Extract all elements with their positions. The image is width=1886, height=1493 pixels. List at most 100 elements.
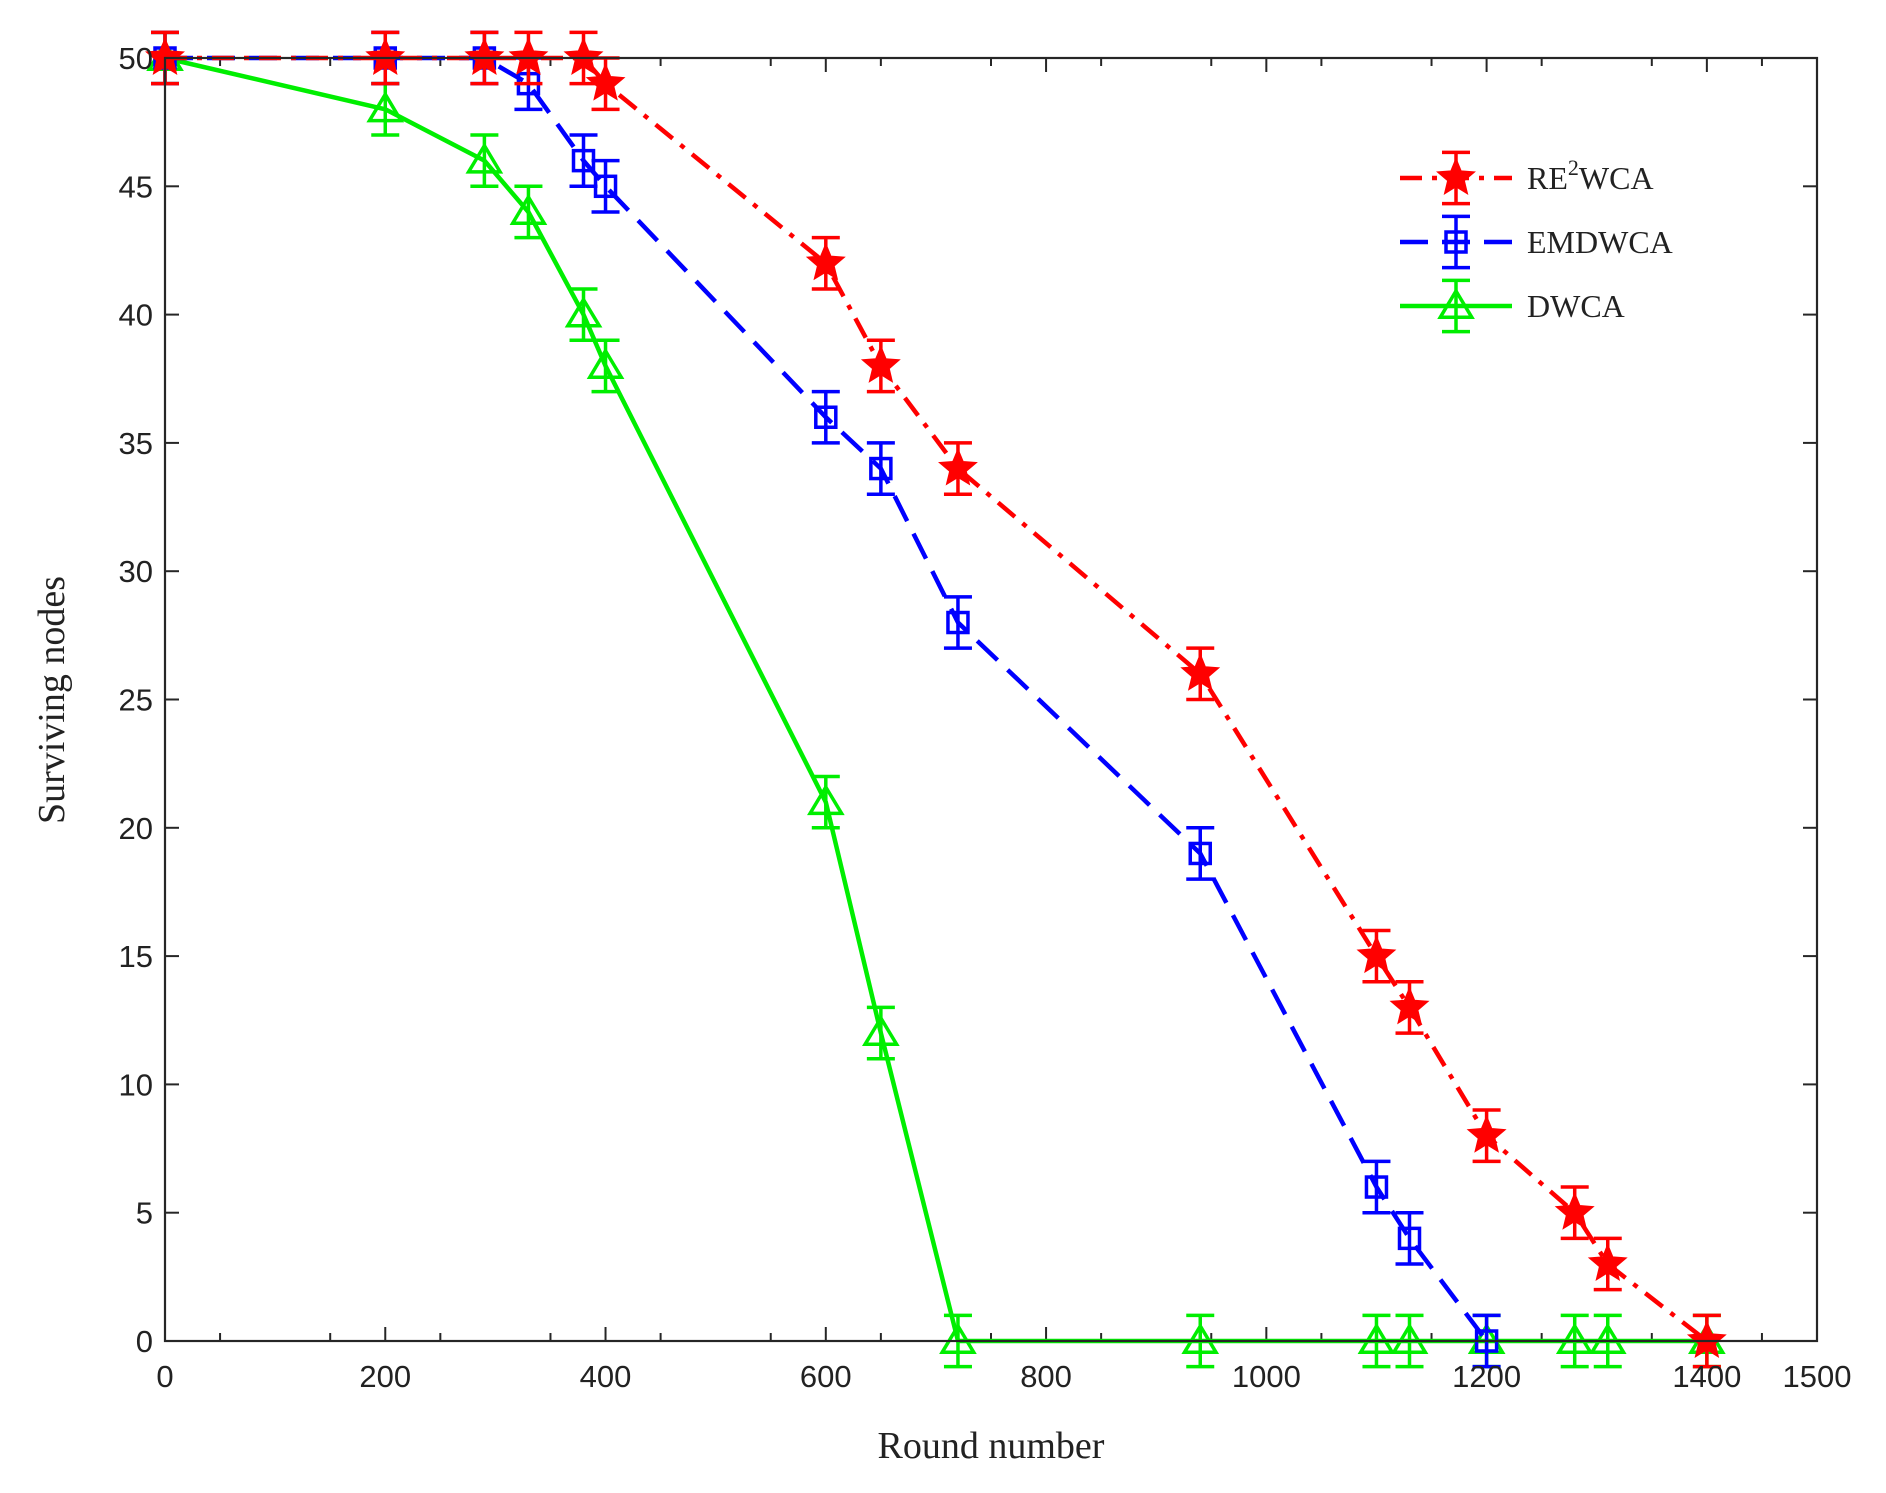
star-marker <box>860 344 901 383</box>
x-tick-label: 400 <box>580 1359 632 1394</box>
legend-label-main: EMDWCA <box>1527 224 1673 260</box>
data-point-re2wca <box>938 441 978 496</box>
data-point-re2wca <box>1554 1185 1595 1241</box>
y-tick-label: 50 <box>119 41 153 76</box>
star-marker <box>1554 1191 1595 1230</box>
data-point-re2wca <box>1686 1313 1727 1369</box>
error-bar <box>1186 826 1215 881</box>
x-axis-label: Round number <box>878 1425 1105 1467</box>
data-point-re2wca <box>860 338 901 394</box>
star-marker <box>464 37 505 75</box>
x-tick-label: 1400 <box>1672 1359 1741 1394</box>
star-marker <box>1389 986 1430 1025</box>
square-marker <box>593 174 618 199</box>
square-marker <box>1444 230 1468 254</box>
triangle-marker <box>465 142 504 174</box>
legend-item-dwca: DWCA <box>1400 278 1625 334</box>
data-point-emdwca <box>1362 1159 1391 1215</box>
star-marker <box>1686 1320 1727 1358</box>
y-tick-label: 20 <box>119 811 153 846</box>
triangle-marker <box>807 783 845 816</box>
y-tick-label: 25 <box>119 683 153 718</box>
legend-label-rest: WCA <box>1579 160 1654 196</box>
y-axis-label: Surviving nodes <box>31 576 73 824</box>
y-tick-label: 40 <box>119 298 153 333</box>
legend-item-re2wca: RE2WCA <box>1400 150 1654 206</box>
error-bar <box>1362 1159 1391 1215</box>
data-point-re2wca <box>1389 980 1430 1035</box>
data-point-re2wca <box>805 235 846 291</box>
triangle-marker <box>1390 1322 1429 1355</box>
triangle-marker <box>1181 1322 1220 1355</box>
data-point-dwca <box>1181 1313 1220 1369</box>
x-tick-label: 1200 <box>1452 1359 1521 1394</box>
error-bar <box>569 133 598 189</box>
x-tick-label: 1500 <box>1783 1359 1852 1394</box>
data-point-emdwca <box>866 441 895 496</box>
y-tick-label: 30 <box>119 554 153 589</box>
data-point-dwca <box>509 184 548 240</box>
legend-item-emdwca: EMDWCA <box>1400 214 1673 270</box>
star-marker <box>563 37 604 75</box>
star-marker <box>805 242 846 281</box>
data-point-re2wca <box>563 30 604 86</box>
star-marker <box>1466 1114 1507 1153</box>
legend: RE2WCA EMDWCA DWCA <box>1400 150 1673 334</box>
triangle-marker <box>509 193 548 225</box>
data-point-emdwca <box>811 389 840 445</box>
triangle-marker <box>1437 287 1475 320</box>
data-point-dwca <box>807 774 845 830</box>
square-marker <box>1188 841 1213 866</box>
data-point-emdwca <box>1186 826 1215 881</box>
legend-label-main: DWCA <box>1527 288 1625 324</box>
star-marker <box>1587 1243 1628 1282</box>
triangle-marker <box>1357 1322 1396 1355</box>
x-tick-label: 600 <box>800 1359 852 1394</box>
triangle-marker <box>862 1014 900 1047</box>
legend-label: DWCA <box>1527 288 1625 324</box>
data-point-emdwca <box>943 595 972 650</box>
data-point-dwca <box>465 133 504 189</box>
triangle-marker <box>939 1322 977 1355</box>
x-tick-label: 800 <box>1020 1359 1072 1394</box>
triangle-marker <box>1588 1322 1627 1355</box>
square-marker <box>1397 1226 1422 1251</box>
star-marker <box>365 37 406 75</box>
legend-label: RE2WCA <box>1527 155 1654 196</box>
error-bar <box>943 595 972 650</box>
data-point-dwca <box>586 338 625 394</box>
triangle-marker <box>366 90 405 123</box>
data-point-re2wca <box>1356 928 1397 984</box>
triangle-marker <box>1555 1322 1594 1355</box>
data-point-re2wca <box>1587 1236 1628 1292</box>
triangle-marker <box>564 296 603 328</box>
data-point-re2wca <box>365 30 406 86</box>
error-bar <box>811 389 840 445</box>
data-point-re2wca <box>508 30 549 86</box>
star-marker <box>508 37 549 76</box>
x-tick-label: 200 <box>359 1359 411 1394</box>
data-point-re2wca <box>1466 1108 1507 1164</box>
legend-label-superscript: 2 <box>1568 155 1579 180</box>
y-tick-label: 35 <box>119 426 153 461</box>
square-marker <box>1364 1175 1389 1199</box>
square-marker <box>814 405 838 429</box>
star-marker <box>585 62 626 101</box>
error-bar <box>1395 1210 1424 1266</box>
y-tick-label: 0 <box>136 1324 153 1359</box>
legend-label-main: RE <box>1527 160 1568 196</box>
y-tick-label: 5 <box>136 1196 153 1231</box>
x-tick-label: 0 <box>156 1359 173 1394</box>
legend-label: EMDWCA <box>1527 224 1673 260</box>
y-tick-label: 15 <box>119 939 153 974</box>
square-marker <box>946 610 970 635</box>
data-point-emdwca <box>591 158 620 214</box>
error-bar <box>591 158 620 214</box>
y-tick-label: 10 <box>119 1067 153 1102</box>
star-marker <box>938 447 978 486</box>
star-marker <box>1436 157 1476 195</box>
plot-frame <box>163 56 1819 1343</box>
star-marker <box>1180 652 1221 691</box>
y-tick-label: 45 <box>119 169 153 204</box>
